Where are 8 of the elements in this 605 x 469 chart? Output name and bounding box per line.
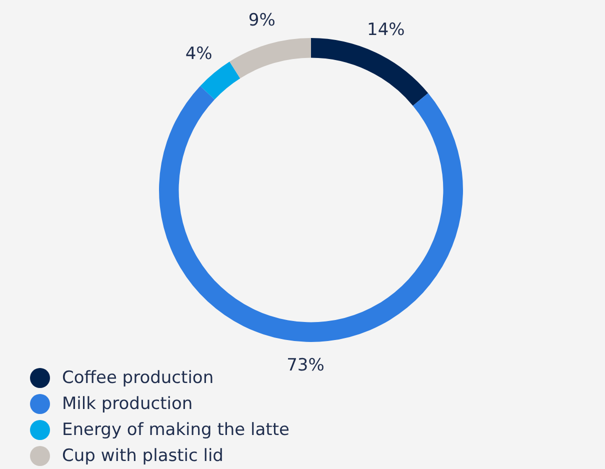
data-label: 9% [248, 10, 276, 30]
data-label: 73% [286, 355, 324, 376]
data-label: 14% [367, 20, 405, 40]
data-label: 4% [185, 44, 212, 64]
legend-label: Coffee production [62, 368, 214, 388]
legend-label: Energy of making the latte [62, 420, 290, 440]
legend-label: Milk production [62, 394, 193, 414]
legend-label: Cup with plastic lid [62, 446, 224, 466]
